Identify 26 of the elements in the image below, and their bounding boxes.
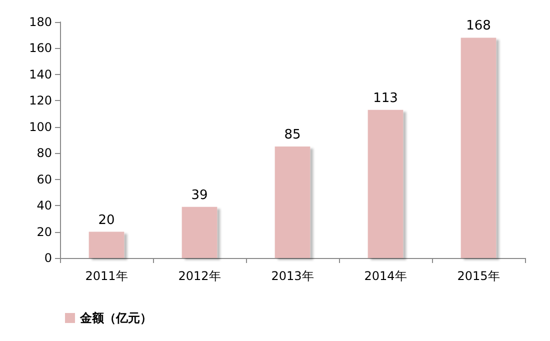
bar	[88, 232, 124, 258]
legend-label: 金额（亿元）	[79, 311, 152, 325]
y-tick-label: 180	[29, 15, 52, 29]
data-label: 85	[284, 128, 301, 143]
data-label: 20	[98, 212, 115, 228]
y-tick-label: 60	[36, 172, 52, 186]
y-tick-label: 100	[29, 120, 52, 134]
y-tick-label: 160	[29, 41, 52, 56]
bar	[182, 206, 218, 258]
x-tick-label: 2011年	[85, 269, 128, 283]
bar	[368, 110, 404, 258]
x-tick-label: 2015年	[457, 269, 500, 283]
x-tick-label: 2012年	[178, 269, 221, 283]
bar	[460, 38, 496, 258]
y-tick-label: 0	[44, 251, 52, 265]
y-tick-label: 80	[36, 146, 52, 160]
x-tick-label: 2014年	[364, 269, 407, 283]
y-tick-label: 120	[29, 94, 52, 108]
data-label: 113	[373, 90, 398, 106]
y-tick-label: 40	[36, 198, 52, 213]
bar	[274, 146, 310, 258]
y-tick-label: 140	[29, 67, 52, 82]
y-tick-label: 20	[36, 224, 52, 239]
data-label: 168	[466, 18, 491, 34]
data-label: 39	[191, 188, 208, 203]
x-tick-label: 2013年	[271, 269, 314, 283]
